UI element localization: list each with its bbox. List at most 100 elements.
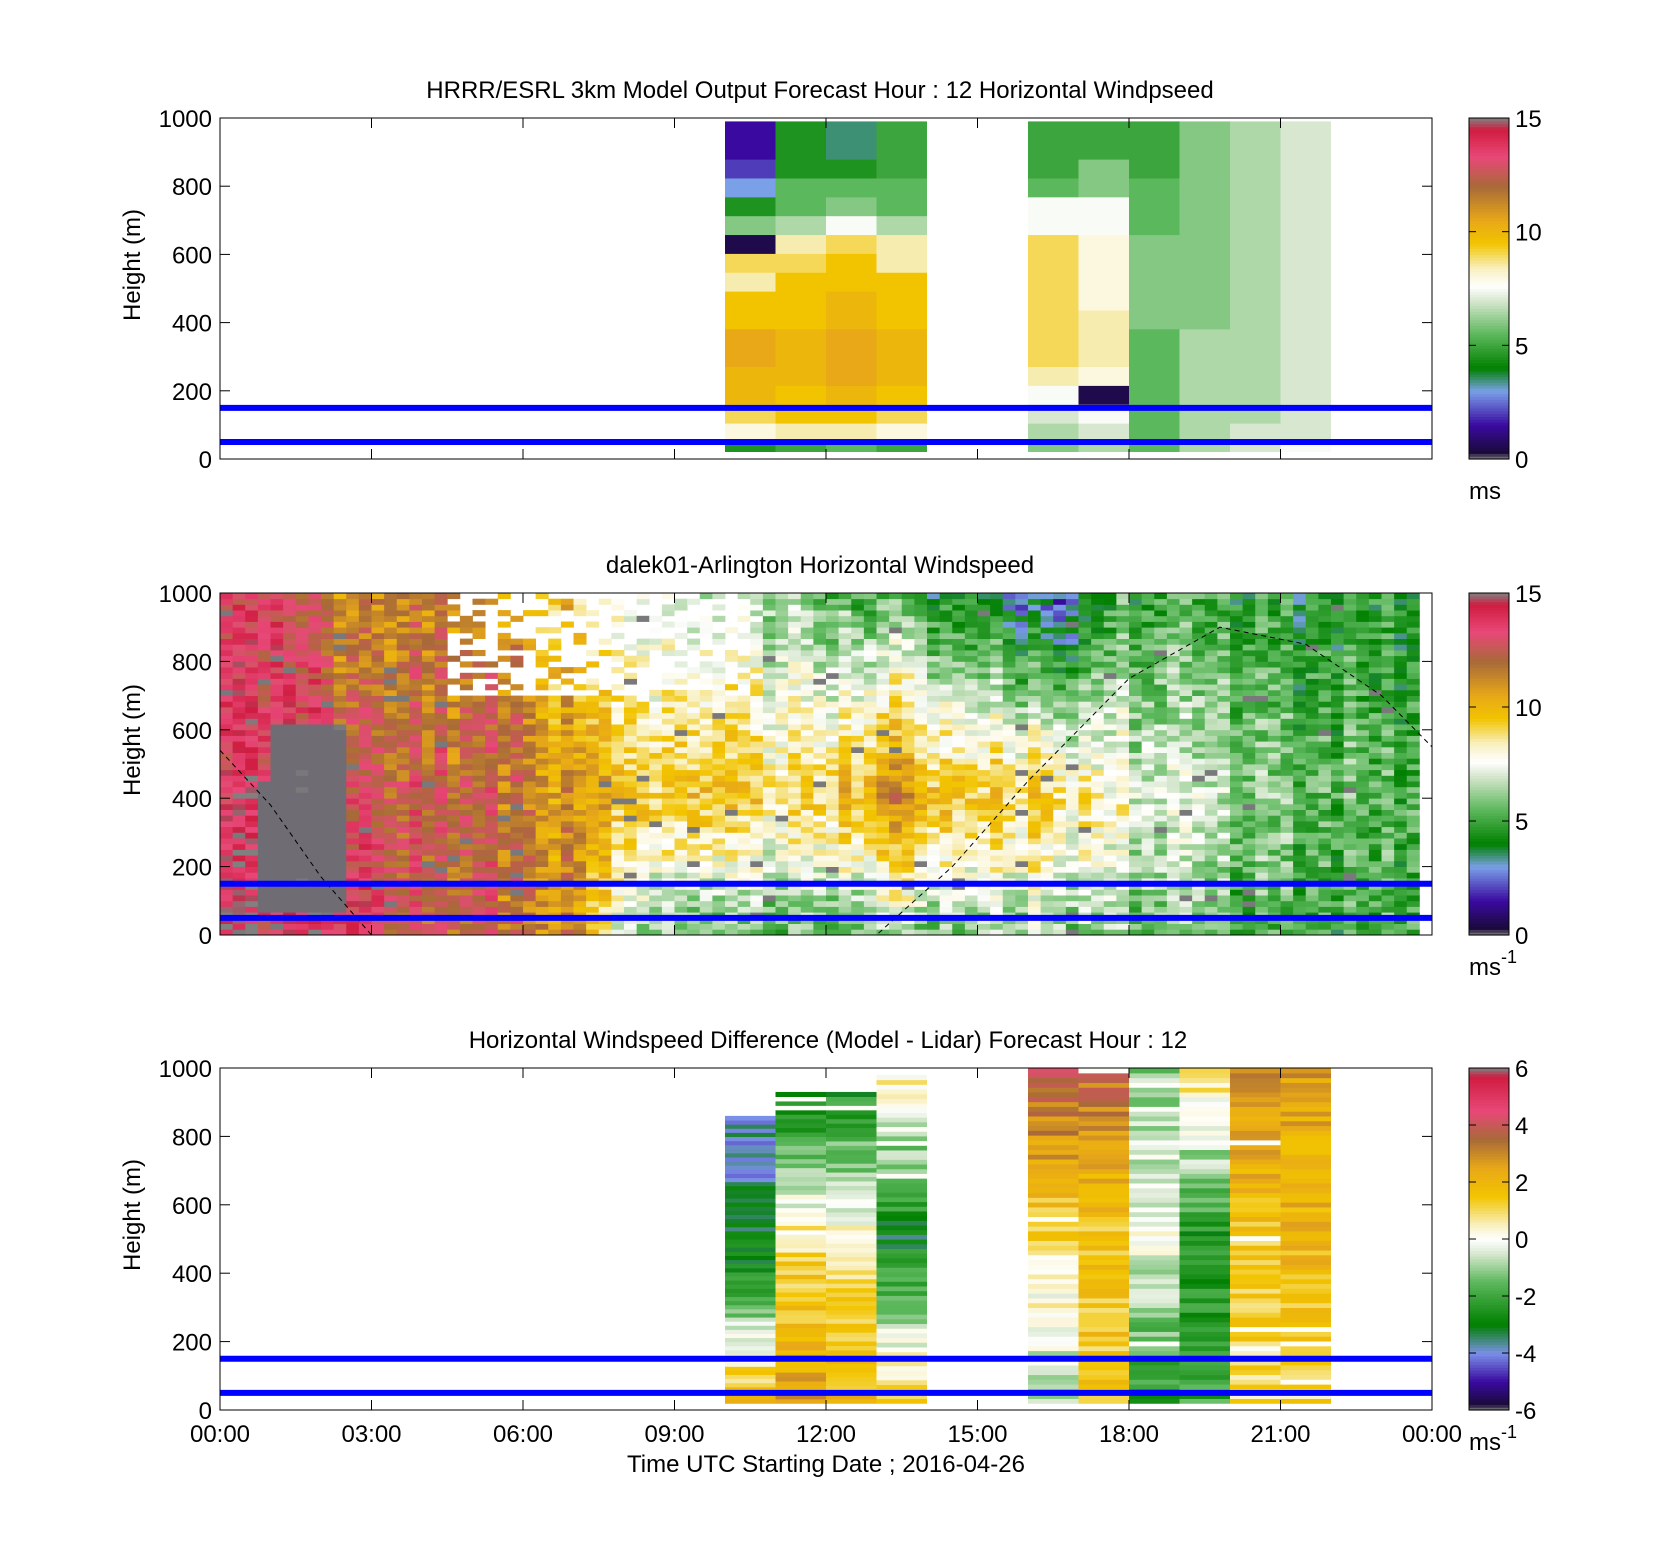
heatmap-cell	[674, 598, 688, 605]
heatmap-cell	[472, 746, 486, 753]
heatmap-cell	[245, 701, 259, 708]
heatmap-cell	[497, 672, 511, 679]
colorbar-segment	[1469, 132, 1509, 136]
heatmap-cell	[321, 775, 335, 782]
heatmap-cell	[1192, 758, 1206, 765]
heatmap-cell	[712, 786, 726, 793]
heatmap-cell	[1141, 684, 1155, 691]
heatmap-cell	[1065, 650, 1079, 657]
heatmap-cell	[876, 366, 927, 386]
heatmap-cell	[1015, 644, 1029, 651]
heatmap-cell	[447, 724, 461, 731]
heatmap-cell	[358, 672, 372, 679]
heatmap-cell	[826, 627, 840, 634]
heatmap-cell	[611, 712, 625, 719]
heatmap-cell	[232, 860, 246, 867]
heatmap-cell	[1065, 689, 1079, 696]
heatmap-cell	[813, 661, 827, 668]
heatmap-cell	[447, 678, 461, 685]
heatmap-cell	[245, 803, 259, 810]
heatmap-cell	[371, 769, 385, 776]
heatmap-cell	[826, 423, 877, 443]
heatmap-cell	[914, 923, 928, 930]
heatmap-cell	[459, 672, 473, 679]
colorbar-segment	[1469, 123, 1509, 128]
heatmap-cell	[699, 803, 713, 810]
heatmap-cell	[1015, 821, 1029, 828]
heatmap-cell	[1078, 729, 1092, 736]
heatmap-cell	[358, 741, 372, 748]
heatmap-cell	[295, 672, 309, 679]
heatmap-cell	[497, 769, 511, 776]
heatmap-cell	[384, 638, 398, 645]
heatmap-cell	[535, 860, 549, 867]
heatmap-cell	[952, 883, 966, 890]
heatmap-cell	[371, 775, 385, 782]
heatmap-cell	[649, 803, 663, 810]
heatmap-cell	[560, 598, 574, 605]
heatmap-cell	[1141, 752, 1155, 759]
heatmap-cell	[863, 855, 877, 862]
heatmap-cell	[1204, 741, 1218, 748]
heatmap-cell	[346, 718, 360, 725]
heatmap-cell	[1230, 701, 1244, 708]
heatmap-cell	[977, 741, 991, 748]
heatmap-cell	[699, 929, 713, 936]
heatmap-cell	[321, 632, 335, 639]
heatmap-cell	[1103, 900, 1117, 907]
heatmap-cell	[813, 604, 827, 611]
heatmap-cell	[964, 849, 978, 856]
heatmap-cell	[1053, 786, 1067, 793]
heatmap-cell	[1230, 832, 1244, 839]
heatmap-cell	[1280, 347, 1331, 368]
heatmap-cell	[384, 786, 398, 793]
heatmap-cell	[1179, 792, 1193, 799]
heatmap-cell	[661, 672, 675, 679]
heatmap-cell	[1154, 815, 1168, 822]
heatmap-cell	[851, 650, 865, 657]
heatmap-cell	[1015, 701, 1029, 708]
heatmap-cell	[649, 866, 663, 873]
heatmap-cell	[1242, 803, 1256, 810]
heatmap-cell	[876, 678, 890, 685]
heatmap-cell	[1091, 598, 1105, 605]
heatmap-cell	[788, 798, 802, 805]
heatmap-cell	[321, 872, 335, 879]
heatmap-cell	[838, 843, 852, 850]
heatmap-cell	[762, 689, 776, 696]
heatmap-cell	[863, 689, 877, 696]
heatmap-cell	[636, 803, 650, 810]
heatmap-cell	[1078, 826, 1092, 833]
heatmap-cell	[1053, 895, 1067, 902]
heatmap-cell	[788, 689, 802, 696]
heatmap-cell	[775, 821, 789, 828]
heatmap-cell	[927, 838, 941, 845]
heatmap-cell	[624, 729, 638, 736]
colorbar-segment	[1469, 206, 1509, 210]
heatmap-cell	[220, 718, 234, 725]
heatmap-cell	[1129, 781, 1143, 788]
heatmap-cell	[964, 860, 978, 867]
heatmap-cell	[699, 849, 713, 856]
heatmap-cell	[699, 752, 713, 759]
heatmap-cell	[270, 838, 284, 845]
heatmap-cell	[1040, 764, 1054, 771]
heatmap-cell	[232, 781, 246, 788]
heatmap-cell	[472, 821, 486, 828]
heatmap-cell	[1116, 826, 1130, 833]
heatmap-cell	[333, 838, 347, 845]
heatmap-cell	[257, 615, 271, 622]
heatmap-cell	[1192, 746, 1206, 753]
heatmap-cell	[1154, 627, 1168, 634]
heatmap-cell	[245, 604, 259, 611]
heatmap-cell	[295, 712, 309, 719]
heatmap-cell	[283, 758, 297, 765]
heatmap-cell	[826, 781, 840, 788]
heatmap-cell	[358, 900, 372, 907]
heatmap-cell	[775, 838, 789, 845]
heatmap-cell	[1040, 701, 1054, 708]
heatmap-cell	[699, 661, 713, 668]
heatmap-cell	[371, 764, 385, 771]
heatmap-cell	[295, 872, 309, 879]
heatmap-cell	[876, 441, 927, 452]
